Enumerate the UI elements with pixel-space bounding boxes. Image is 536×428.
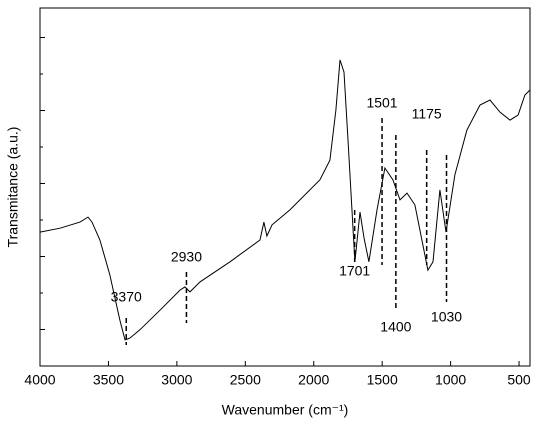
x-tick-label: 2000 (298, 372, 329, 388)
annotation-label: 1030 (431, 309, 462, 325)
x-tick-label: 3500 (93, 372, 124, 388)
x-tick-label: 4000 (24, 372, 55, 388)
x-tick-label: 2500 (230, 372, 261, 388)
x-tick-label: 1500 (367, 372, 398, 388)
annotation-label: 3370 (111, 289, 142, 305)
x-tick-label: 1000 (435, 372, 466, 388)
annotation-label: 1701 (339, 263, 370, 279)
annotation-label: 1175 (412, 106, 442, 122)
x-tick-label: 500 (507, 372, 531, 388)
annotation-label: 1400 (380, 319, 411, 335)
y-axis-label: Transmitance (a.u.) (5, 127, 21, 248)
annotation-label: 1501 (366, 95, 397, 111)
x-axis-label: Wavenumber (cm⁻¹) (222, 402, 349, 418)
plot-frame (39, 7, 531, 367)
spectrum-line (39, 59, 531, 341)
x-tick-label: 3000 (161, 372, 192, 388)
annotation-label: 2930 (171, 249, 202, 265)
